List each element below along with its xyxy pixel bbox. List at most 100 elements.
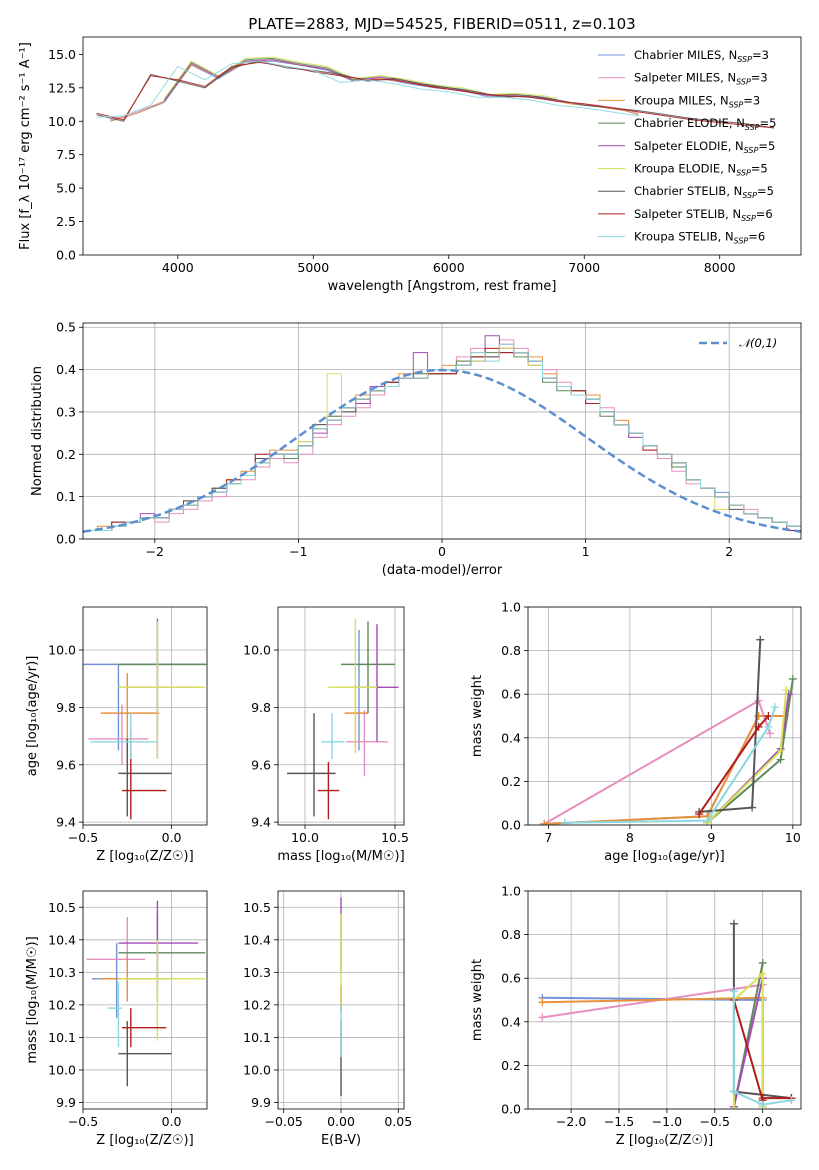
weight-marker: [538, 998, 547, 1007]
y-tick-label: 10.1: [243, 1030, 271, 1045]
weight-line-8: [564, 706, 776, 824]
y-tick-label: 0.6: [501, 687, 521, 702]
y-tick-label: 9.4: [56, 815, 76, 830]
weight-marker: [788, 674, 797, 683]
y-tick-label: 0.6: [501, 971, 521, 986]
axes-ebv_vs_mass: −0.05 0.00 0.05 9.9 10.0 10.1 10.2 10.3 10.4 10.5…: [243, 890, 412, 1148]
y-tick-label: 1.0: [501, 600, 521, 615]
x-axis-label: (data-model)/error: [382, 563, 503, 578]
errorbar-point-6: [118, 1021, 172, 1087]
y-tick-label: 9.6: [56, 757, 76, 772]
weight-marker: [756, 635, 765, 644]
weight-marker: [748, 803, 757, 812]
x-tick-label: 10.0: [291, 830, 319, 845]
weight-marker: [758, 1100, 767, 1109]
y-tick-label: 0.2: [501, 1058, 521, 1073]
x-tick-label: −1.5: [604, 1114, 634, 1129]
residual-legend: 𝒩(0,1): [699, 336, 777, 350]
y-tick-label: 10.5: [48, 900, 76, 915]
axes-frame-age_vs_weight: [527, 606, 802, 826]
y-tick-label: 1.0: [501, 884, 521, 899]
y-tick-label: 10.0: [243, 643, 271, 658]
plot-area-residuals: [83, 335, 801, 533]
legend-entry: Chabrier STELIB, NSSP=5: [634, 184, 774, 200]
axes-z_vs_mass: −0.5 0.0 9.9 10.0 10.1 10.2 10.3 10.4 10.5 Z [log…: [25, 890, 208, 1148]
x-axis-label: E(B-V): [321, 1133, 361, 1148]
histogram-step-8: [83, 343, 801, 531]
errorbar-point-8: [321, 713, 345, 760]
axes-frame-residuals: [82, 322, 802, 540]
plot-area-z_vs_age: [83, 618, 207, 820]
x-axis-label: age [log₁₀(age/yr)]: [604, 849, 725, 864]
y-tick-label: 0.8: [501, 927, 521, 942]
figure-title: PLATE=2883, MJD=54525, FIBERID=0511, z=0…: [248, 15, 635, 33]
x-tick-label: −0.5: [700, 1114, 730, 1129]
y-tick-label: 0.4: [501, 1014, 521, 1029]
legend-entry: Chabrier MILES, NSSP=3: [634, 48, 769, 64]
x-tick-label: 0.00: [327, 1114, 355, 1129]
y-tick-label: 10.2: [243, 997, 271, 1012]
errorbar-point-8: [107, 982, 122, 1048]
errorbar-point-5: [118, 621, 206, 760]
x-axis-label: Z [log₁₀(Z/Z☉)]: [96, 849, 193, 864]
legend-entry: Salpeter MILES, NSSP=3: [634, 71, 768, 87]
x-tick-label: 4000: [162, 260, 194, 275]
y-axis-label: Normed distribution: [30, 366, 45, 496]
y-tick-label: 0.4: [56, 362, 76, 377]
weight-marker: [766, 729, 775, 738]
y-tick-label: 0.8: [501, 643, 521, 658]
x-axis-label: mass [log₁₀(M/M☉)]: [277, 849, 404, 864]
weight-marker: [782, 685, 791, 694]
errorbar-point-1: [346, 710, 388, 777]
y-tick-label: 10.0: [48, 643, 76, 658]
weight-marker: [776, 755, 785, 764]
x-tick-label: −2.0: [556, 1114, 586, 1129]
y-tick-label: 0.5: [56, 320, 76, 335]
y-tick-label: 10.3: [48, 965, 76, 980]
y-tick-label: 10.1: [48, 1030, 76, 1045]
spectrum-line-7: [96, 61, 774, 129]
weight-marker: [729, 919, 738, 928]
axes-mass_vs_age: 10.0 10.5 9.4 9.6 9.8 10.0 mass [log₁₀(M/M☉)]: [243, 606, 409, 864]
weight-line-1: [542, 983, 763, 1019]
y-tick-label: 10.2: [48, 997, 76, 1012]
plot-area-mass_vs_age: [287, 618, 399, 820]
legend-entry: Salpeter ELODIE, NSSP=5: [634, 139, 775, 155]
plot-area-age_vs_weight: [540, 635, 797, 825]
x-tick-label: 9: [707, 830, 715, 845]
y-tick-label: 9.9: [251, 1095, 271, 1110]
errorbar-point-7: [317, 761, 340, 820]
weight-marker: [703, 816, 712, 825]
x-tick-label: −0.5: [68, 1114, 98, 1129]
y-tick-label: 0.2: [501, 774, 521, 789]
x-tick-label: 5000: [297, 260, 329, 275]
legend-entry: 𝒩(0,1): [739, 336, 777, 350]
axes-frame-mass_vs_age: [277, 606, 405, 826]
y-tick-label: 10.0: [48, 114, 76, 129]
y-tick-label: 0.1: [56, 489, 76, 504]
x-tick-label: 0.05: [384, 1114, 412, 1129]
y-tick-label: 0.0: [501, 1102, 521, 1117]
weight-marker: [560, 818, 569, 825]
y-tick-label: 10.4: [48, 932, 76, 947]
axes-frame-z_vs_age: [82, 606, 208, 826]
weight-marker: [776, 746, 785, 755]
legend-entry: Chabrier ELODIE, NSSP=5: [634, 116, 776, 132]
x-tick-label: 1: [582, 544, 590, 559]
weight-marker: [729, 987, 738, 996]
axes-residuals: −2 −1 0 1 2 0.0 0.1 0.2 0.3 0.4 0.5 (data-model)/er…: [30, 320, 802, 578]
errorbar-point-3: [341, 621, 395, 714]
errorbar-point-6: [118, 738, 172, 817]
weight-marker: [758, 958, 767, 967]
spectrum-line-8: [96, 60, 639, 118]
x-tick-label: 7: [544, 830, 552, 845]
axes-frame-z_vs_weight: [527, 890, 802, 1110]
y-axis-label: Flux [f_λ 10⁻¹⁷ erg cm⁻² s⁻¹ A⁻¹]: [18, 42, 33, 250]
weight-marker: [787, 1096, 796, 1105]
weight-marker: [754, 722, 763, 731]
plot-area-spectrum: [96, 56, 774, 129]
x-tick-label: −0.5: [68, 830, 98, 845]
legend-entry: Salpeter STELIB, NSSP=6: [634, 207, 773, 223]
errorbar-point-5: [118, 939, 206, 1041]
